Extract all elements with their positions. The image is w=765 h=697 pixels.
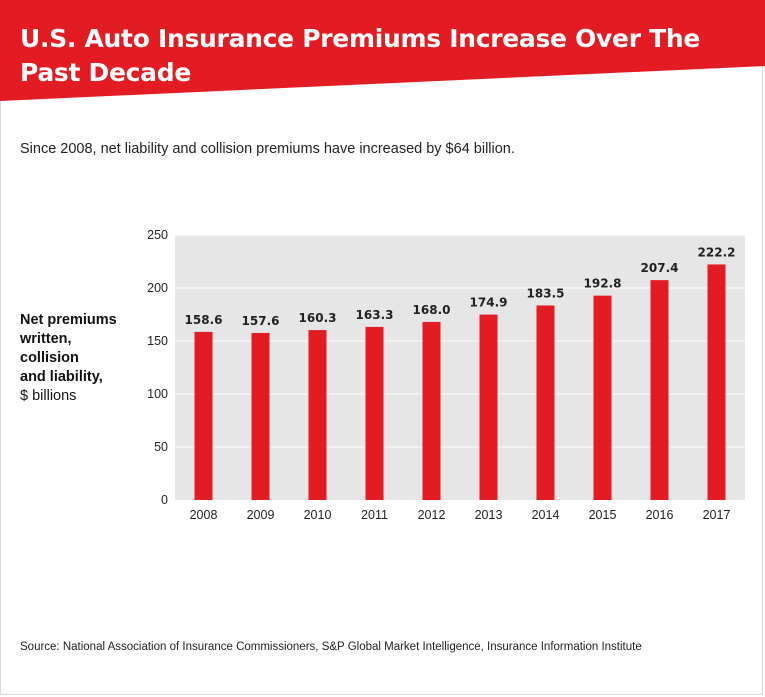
x-tick-label: 2015 (589, 508, 617, 522)
x-tick-label: 2008 (190, 508, 218, 522)
y-axis-label-line: written, (20, 331, 72, 347)
bar (365, 326, 384, 500)
title-banner-shape (0, 0, 765, 101)
x-tick-label: 2011 (361, 508, 388, 522)
bar (479, 314, 498, 500)
x-tick-label: 2014 (532, 508, 560, 522)
bar-chart: 0 50 100 150 200 250 158.6 2008 157.6 2009 160.3 20… (147, 228, 745, 522)
bar (707, 264, 726, 500)
y-tick-label: 150 (147, 334, 168, 348)
data-label: 157.6 (242, 314, 280, 328)
bar (251, 332, 270, 500)
y-tick-label: 200 (147, 281, 168, 295)
data-label: 174.9 (470, 296, 508, 310)
bar (422, 321, 441, 500)
y-axis-label-line: and liability, (20, 369, 103, 385)
y-tick-label: 250 (147, 228, 168, 242)
data-label: 222.2 (698, 245, 736, 259)
bar (593, 295, 612, 500)
data-label: 160.3 (299, 311, 337, 325)
x-tick-label: 2017 (703, 508, 731, 522)
data-label: 168.0 (413, 303, 451, 317)
y-tick-label: 50 (154, 440, 168, 454)
x-tick-label: 2009 (247, 508, 275, 522)
x-tick-label: 2010 (304, 508, 332, 522)
bar (650, 280, 669, 500)
y-axis-label-line: collision (20, 350, 79, 366)
page-title: U.S. Auto Insurance Premiums Increase Ov… (20, 24, 701, 87)
bar (308, 330, 327, 500)
source-note: Source: National Association of Insuranc… (20, 641, 642, 653)
data-label: 163.3 (356, 308, 394, 322)
bar (536, 305, 555, 500)
x-tick-label: 2013 (475, 508, 503, 522)
data-label: 183.5 (527, 286, 565, 300)
data-label: 158.6 (185, 313, 223, 327)
plot-area (175, 235, 745, 500)
y-tick-label: 100 (147, 387, 168, 401)
y-axis-unit: $ billions (20, 388, 77, 404)
title-banner (0, 0, 765, 101)
x-tick-label: 2012 (418, 508, 446, 522)
chart-subtitle: Since 2008, net liability and collision … (20, 141, 515, 157)
y-axis-label: Net premiums written, collision and liab… (20, 311, 140, 406)
bar (194, 331, 213, 500)
data-label: 192.8 (584, 277, 622, 291)
x-tick-label: 2016 (646, 508, 674, 522)
y-axis-label-line: Net premiums (20, 312, 117, 328)
y-tick-label: 0 (161, 493, 168, 507)
data-label: 207.4 (641, 261, 679, 275)
